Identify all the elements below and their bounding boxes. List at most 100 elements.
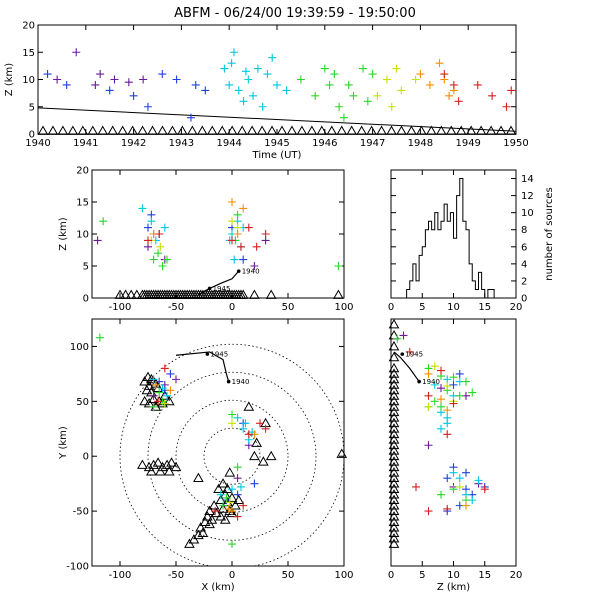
xy-station-marker <box>265 450 277 461</box>
time-height-ground-marker <box>87 125 99 135</box>
xz-frame <box>91 169 345 299</box>
xy-source-point <box>228 540 236 549</box>
time-height-source-point <box>387 102 396 111</box>
time-height-source-point <box>507 86 516 95</box>
time-height-ground-marker <box>276 125 288 135</box>
xz-source-point <box>160 223 169 232</box>
time-height-source-point <box>330 70 339 79</box>
time-height-ground-marker <box>226 125 238 135</box>
time-height-source-point <box>191 80 200 89</box>
time-height-source-point <box>373 91 382 100</box>
time-height-source-point <box>282 86 291 95</box>
histogram-xtick-label: 0 <box>388 302 394 313</box>
xy-station-marker <box>233 494 245 505</box>
time-height-ground-marker <box>316 125 328 135</box>
histogram-ytick-label: 10 <box>521 208 534 219</box>
zy-station-marker <box>388 478 400 488</box>
zy-station-marker <box>388 395 400 406</box>
time-height-ground-marker <box>186 125 198 135</box>
time-height-ground-marker <box>266 125 278 135</box>
time-height-source-point <box>253 64 262 73</box>
time-height-ground-marker <box>326 125 338 135</box>
time-height-ground-marker <box>37 125 49 135</box>
xz-source-point <box>252 242 261 251</box>
xy-xtick-label: 50 <box>282 570 295 581</box>
xz-source-point <box>239 204 248 213</box>
zy-source-point <box>443 430 452 439</box>
time-height-ground-marker <box>425 125 437 135</box>
xz-source-point <box>233 230 242 238</box>
zy-source-point <box>449 380 458 389</box>
xz-ytick-label: 5 <box>83 262 89 273</box>
xy-ytick-label: -100 <box>66 562 89 573</box>
time-height-source-point <box>425 80 434 89</box>
zy-source-point <box>430 362 439 371</box>
xy-source-point <box>239 424 248 433</box>
xz-time-label: 1940 <box>242 268 260 276</box>
time-height-ground-marker <box>47 125 59 135</box>
xy-station-marker <box>219 514 231 524</box>
xz-xtick-label: -50 <box>168 302 184 313</box>
time-height-ground-marker <box>256 125 268 135</box>
xy-source-point <box>228 419 236 428</box>
histogram-bar <box>429 221 432 298</box>
time-height-ground-marker <box>356 125 368 135</box>
xy-range-ring <box>203 427 261 485</box>
zy-source-point <box>437 384 445 393</box>
xy-source-point <box>149 402 158 411</box>
time-height-ground-marker <box>396 125 407 135</box>
zy-time-label: 1940 <box>422 378 440 386</box>
time-height-ground-marker <box>485 125 497 135</box>
xz-source-point <box>233 210 242 219</box>
xy-source-point <box>95 333 104 342</box>
xz-source-point <box>149 255 158 264</box>
xy-source-point <box>166 369 175 378</box>
zy-source-point <box>449 399 458 408</box>
time-height-ground-marker <box>196 125 208 135</box>
xy-track-line <box>175 351 230 382</box>
zy-source-point <box>474 476 483 485</box>
zy-source-point <box>443 406 452 415</box>
histogram-ytick-label: 8 <box>521 225 527 236</box>
time-height-source-point <box>268 53 277 62</box>
xy-station-marker <box>226 507 238 518</box>
histogram-ytick-label: 6 <box>521 242 527 253</box>
xy-station-marker <box>195 522 207 532</box>
time-height-source-point <box>416 70 425 79</box>
time-height-ground-marker <box>216 125 228 135</box>
xy-ytick-label: -50 <box>73 507 89 518</box>
xy-station-marker <box>204 518 215 529</box>
zy-station-marker <box>388 489 400 499</box>
xy-source-point <box>250 479 259 488</box>
xy-source-point <box>239 501 248 510</box>
histogram-ytick-label: 0 <box>521 294 527 305</box>
time-height-source-point <box>143 102 152 111</box>
time-height-source-point <box>227 59 236 68</box>
time-height-source-point <box>435 59 444 68</box>
xz-ylabel: Z (km) <box>58 217 69 250</box>
xy-station-marker <box>336 448 348 458</box>
xz-source-point <box>244 223 253 232</box>
zy-source-point <box>424 441 433 450</box>
time-height-xtick-label: 1944 <box>216 138 241 149</box>
xz-station-marker <box>265 289 277 299</box>
time-height-source-point <box>296 75 305 84</box>
time-height-source-point <box>488 91 497 100</box>
time-height-source-point <box>397 86 406 95</box>
xy-source-point <box>149 391 158 400</box>
xy-station-marker <box>229 500 241 510</box>
xy-station-marker <box>217 478 229 488</box>
time-height-ground-marker <box>336 125 348 135</box>
xy-source-point <box>236 482 245 491</box>
xy-station-marker <box>161 459 173 469</box>
xy-source-point <box>244 430 253 439</box>
time-height-source-point <box>124 78 133 87</box>
zy-axes: 0 5 10 15 20 Z (km) <box>388 318 522 593</box>
zy-station-marker <box>388 373 400 384</box>
time-height-ground-marker <box>445 125 457 135</box>
xy-station-marker <box>148 459 159 469</box>
time-height-source-point <box>53 75 62 84</box>
time-height-source-point <box>229 48 238 57</box>
zy-time-dot <box>417 379 421 384</box>
xz-source-point <box>236 242 245 251</box>
